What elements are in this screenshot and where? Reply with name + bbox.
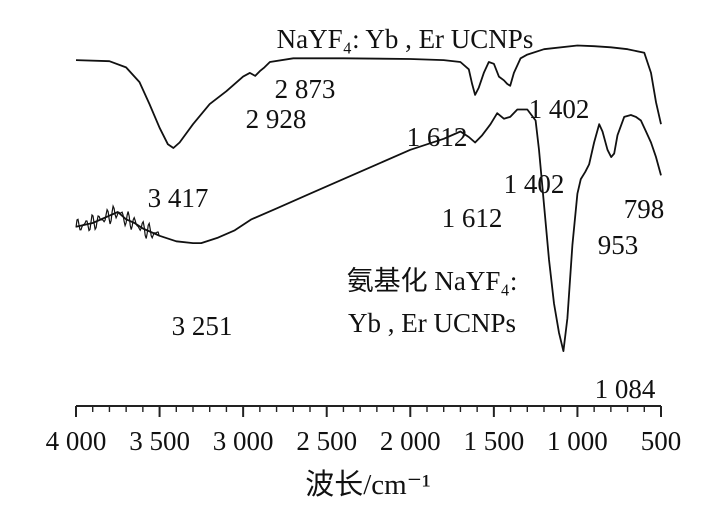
annotation-1402-bottom: 1 402 (504, 169, 565, 199)
annotation-2873: 2 873 (275, 74, 336, 104)
annotation-1402-top: 1 402 (529, 94, 590, 124)
annotation-1612-bottom: 1 612 (442, 203, 503, 233)
annotation-798: 798 (624, 194, 665, 224)
x-tick-label-1500: 1 500 (463, 426, 524, 456)
x-axis-title: 波长/cm⁻¹ (305, 468, 431, 501)
series-layer (75, 44, 662, 353)
x-tick-label-500: 500 (641, 426, 682, 456)
x-tick-label-1000: 1 000 (547, 426, 608, 456)
annotation-3417: 3 417 (148, 183, 209, 213)
x-tick-label-3000: 3 000 (213, 426, 274, 456)
series-line-naYF4-ucnps (75, 44, 662, 149)
annotation-2928: 2 928 (246, 104, 307, 134)
annotation-3251: 3 251 (172, 311, 233, 341)
x-tick-label-2000: 2 000 (380, 426, 441, 456)
annotation-1084: 1 084 (595, 374, 656, 404)
series-label-bottom-line1: 氨基化 NaYF₄: (347, 266, 518, 296)
x-tick-label-3500: 3 500 (129, 426, 190, 456)
series-label-top: NaYF₄: Yb , Er UCNPs (277, 24, 534, 54)
x-tick-label-4000: 4 000 (46, 426, 107, 456)
series-noise-amino-naYF4-ucnps (75, 204, 160, 240)
annotation-953: 953 (598, 230, 639, 260)
series-line-amino-naYF4-ucnps (75, 108, 662, 353)
series-label-bottom-line2: Yb , Er UCNPs (348, 308, 516, 338)
x-tick-label-2500: 2 500 (296, 426, 357, 456)
x-axis-ticks: 4 000 3 500 3 000 2 500 2 000 1 500 1 000 500 (46, 406, 682, 456)
annotation-1612-top: 1 612 (407, 122, 468, 152)
